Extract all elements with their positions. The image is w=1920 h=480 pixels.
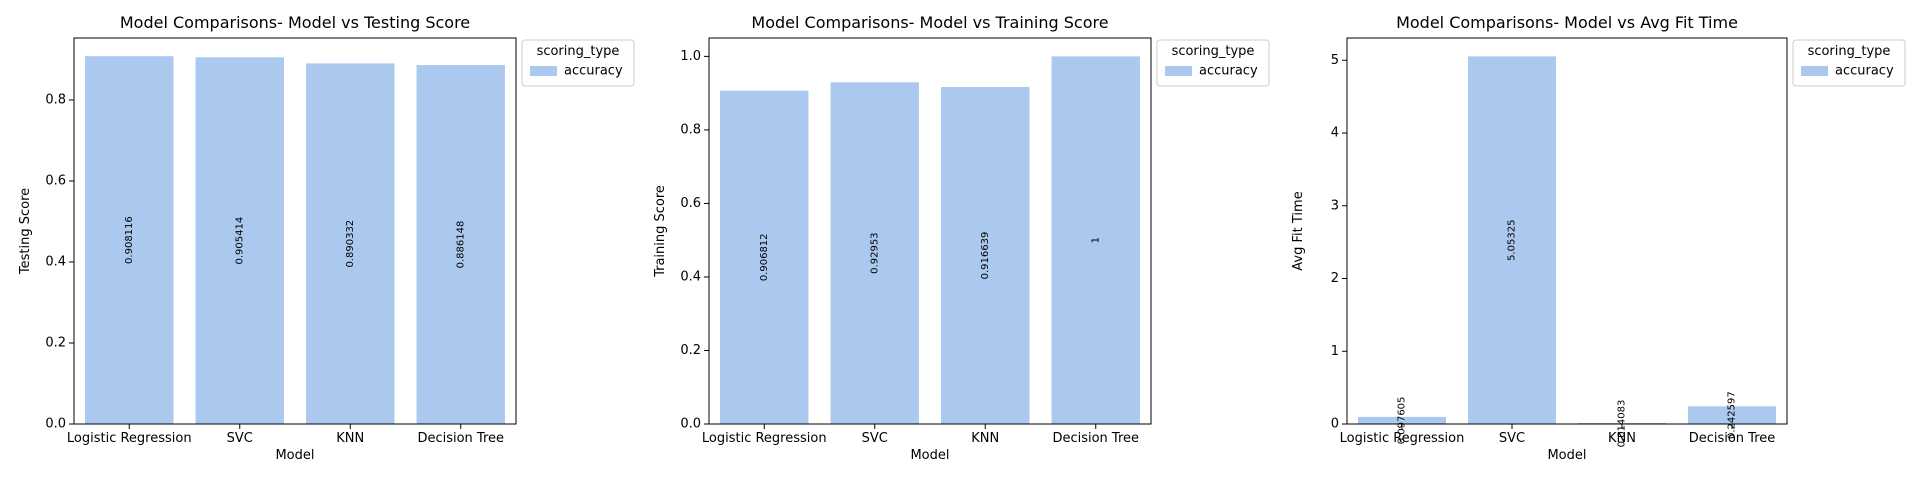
bar-knn — [306, 63, 395, 424]
data-label: 0.886148 — [455, 221, 466, 269]
y-axis-label: Training Score — [653, 185, 668, 278]
data-label: 0.014083 — [1617, 400, 1628, 448]
legend-swatch — [1165, 66, 1192, 76]
x-tick-label: Logistic Regression — [67, 431, 192, 446]
x-tick-label: SVC — [227, 431, 253, 446]
legend-entry: accuracy — [564, 64, 623, 79]
data-label: 0.906812 — [759, 233, 770, 281]
data-label: 1 — [1090, 237, 1101, 243]
data-label: 0.097605 — [1397, 397, 1408, 445]
chart-title: Model Comparisons- Model vs Training Sco… — [751, 13, 1108, 32]
x-tick-label: SVC — [862, 431, 888, 446]
y-tick-label: 0.8 — [45, 92, 66, 107]
bar-svc — [830, 82, 919, 425]
legend-entry: accuracy — [1835, 64, 1894, 79]
legend-swatch — [1801, 66, 1828, 76]
bar-logistic-regression — [1358, 416, 1446, 424]
legend: scoring_type accuracy — [521, 39, 635, 87]
x-tick-label: Logistic Regression — [1340, 431, 1465, 446]
axes-frame — [708, 37, 1152, 425]
legend: scoring_type accuracy — [1156, 39, 1270, 87]
axes-frame — [1346, 37, 1788, 425]
chart-2: 0.906812 0.92953 0.916639 1 0.0 0.2 0.4 0.6 0.8 1… — [653, 13, 1270, 463]
bar-svc — [195, 57, 284, 424]
axes-frame — [73, 37, 517, 425]
y-tick-label: 0.0 — [45, 417, 66, 432]
y-tick-label: 0.8 — [680, 122, 701, 137]
bar-logistic-regression — [720, 90, 809, 424]
x-tick-label: KNN — [336, 431, 364, 446]
y-tick-label: 5 — [1331, 53, 1339, 68]
y-tick-label: 1 — [1331, 344, 1339, 359]
x-tick-label: KNN — [971, 431, 999, 446]
x-tick-label: SVC — [1499, 431, 1525, 446]
bar-svc — [1468, 56, 1556, 424]
y-tick-label: 4 — [1331, 126, 1339, 141]
data-label: 0.890332 — [345, 220, 356, 268]
y-tick-label: 2 — [1331, 271, 1339, 286]
chart-title: Model Comparisons- Model vs Testing Scor… — [120, 13, 470, 32]
chart-title: Model Comparisons- Model vs Avg Fit Time — [1396, 13, 1738, 32]
x-tick-label: KNN — [1608, 431, 1636, 446]
y-tick-label: 1.0 — [680, 49, 701, 64]
bar-decision-tree — [1051, 56, 1140, 424]
legend-title: scoring_type — [1808, 44, 1891, 59]
x-tick-label: Logistic Regression — [702, 431, 827, 446]
data-label: 0.905414 — [234, 217, 245, 265]
legend-title: scoring_type — [1172, 44, 1255, 59]
data-label: 0.242597 — [1727, 391, 1738, 439]
y-tick-label: 3 — [1331, 198, 1339, 213]
bar-decision-tree — [416, 65, 505, 424]
data-label: 5.05325 — [1507, 220, 1518, 261]
y-axis-label: Avg Fit Time — [1291, 191, 1306, 270]
chart-3: 0.097605 5.05325 0.014083 0.242597 0 1 2 3 4 5 Log… — [1291, 13, 1906, 463]
y-tick-label: 0.2 — [45, 335, 66, 350]
legend-title: scoring_type — [537, 44, 620, 59]
y-tick-label: 0.2 — [680, 343, 701, 358]
y-tick-label: 0.0 — [680, 417, 701, 432]
x-axis-label: Model — [910, 448, 949, 463]
y-tick-label: 0.6 — [45, 173, 66, 188]
data-label: 0.92953 — [869, 232, 880, 273]
data-label: 0.916639 — [980, 232, 991, 280]
x-axis-label: Model — [1547, 448, 1586, 463]
data-label: 0.908116 — [124, 216, 135, 264]
x-tick-label: Decision Tree — [1052, 431, 1139, 446]
chart-1: 0.908116 0.905414 0.890332 0.886148 0.0 0.2 0.… — [18, 13, 635, 463]
y-tick-label: 0.6 — [680, 196, 701, 211]
y-axis-label: Testing Score — [18, 188, 33, 275]
x-axis-label: Model — [275, 448, 314, 463]
bar-decision-tree — [1688, 406, 1776, 424]
y-tick-label: 0 — [1331, 417, 1339, 432]
legend-entry: accuracy — [1199, 64, 1258, 79]
bar-knn — [941, 87, 1030, 424]
legend: scoring_type accuracy — [1792, 39, 1906, 87]
y-tick-label: 0.4 — [680, 269, 701, 284]
legend-swatch — [530, 66, 557, 76]
x-tick-label: Decision Tree — [1689, 431, 1776, 446]
bar-knn — [1578, 422, 1666, 424]
bar-logistic-regression — [85, 56, 174, 425]
x-tick-label: Decision Tree — [417, 431, 504, 446]
y-tick-label: 0.4 — [45, 254, 66, 269]
